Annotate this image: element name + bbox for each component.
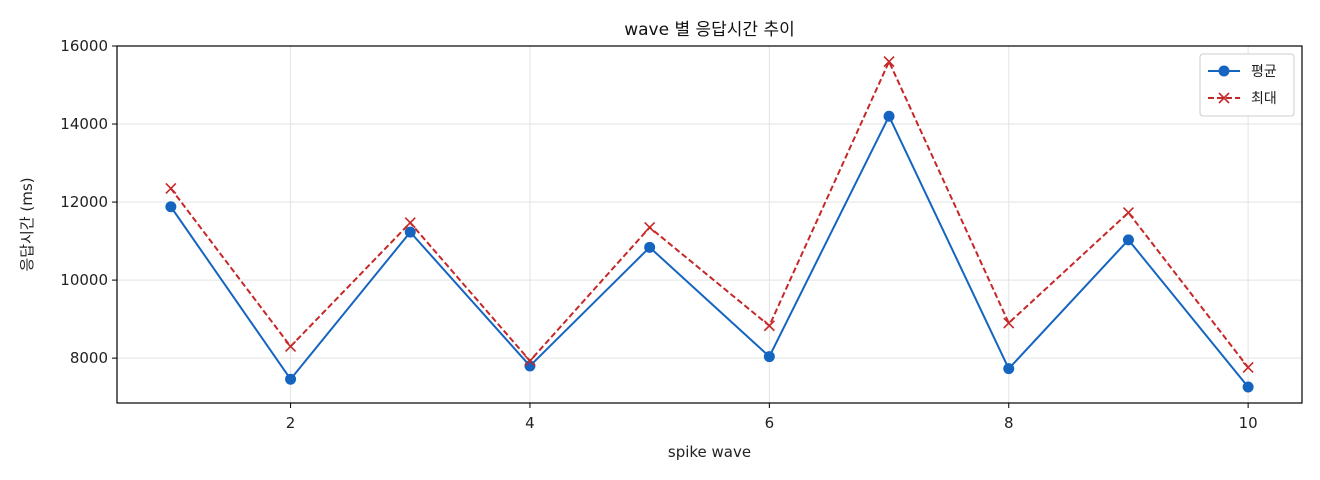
x-marker-stroke (763, 320, 775, 332)
x-tick-label: 4 (525, 414, 535, 432)
legend-marker (1218, 65, 1230, 77)
data-point (763, 351, 775, 363)
series-line (170, 60, 1249, 369)
y-axis: 8000 10000 12000 14000 16000 (60, 37, 117, 367)
data-point (1122, 234, 1134, 246)
chart-title: wave 별 응답시간 추이 (624, 20, 795, 40)
data-point (644, 221, 656, 233)
x-marker-stroke (1003, 317, 1015, 329)
x-marker-stroke (1218, 92, 1230, 104)
series-max (165, 56, 1254, 374)
x-marker-stroke (883, 56, 895, 68)
data-point (1122, 207, 1135, 219)
data-point (165, 201, 177, 213)
series-layer (165, 56, 1254, 393)
x-axis-label: spike wave (668, 443, 751, 461)
data-point (524, 360, 536, 372)
legend-label: 최대 (1251, 91, 1277, 107)
data-point (883, 110, 895, 122)
x-marker-stroke (524, 355, 536, 367)
x-tick-label: 2 (286, 414, 296, 432)
data-point (165, 182, 177, 194)
x-marker-stroke (404, 217, 416, 229)
x-marker-stroke (284, 340, 297, 352)
legend-item: 평균 (1208, 64, 1277, 80)
data-point (285, 373, 297, 385)
y-tick-label: 14000 (60, 115, 108, 133)
x-tick-label: 6 (765, 414, 775, 432)
y-tick-label: 12000 (60, 193, 108, 211)
x-marker-stroke (1242, 361, 1254, 374)
data-point (1242, 361, 1254, 374)
data-point (1242, 381, 1254, 393)
legend-label: 평균 (1251, 64, 1277, 80)
series-mean (165, 110, 1254, 393)
legend-marker (1218, 92, 1230, 104)
y-tick-label: 8000 (70, 349, 108, 367)
series-line (170, 115, 1249, 388)
x-tick-label: 10 (1239, 414, 1258, 432)
y-tick-label: 16000 (60, 37, 108, 55)
legend-item: 최대 (1208, 91, 1277, 107)
data-point (404, 226, 416, 238)
data-point (883, 56, 895, 68)
grid (117, 45, 1302, 403)
x-marker-stroke (1122, 207, 1135, 219)
legend-box (1199, 53, 1295, 117)
y-axis-label: 응답시간 (ms) (18, 177, 36, 271)
data-point (284, 340, 297, 352)
data-point (404, 217, 416, 229)
x-marker-stroke (644, 221, 656, 233)
x-tick-label: 8 (1004, 414, 1014, 432)
data-point (1003, 317, 1015, 329)
data-point (1003, 363, 1015, 375)
y-tick-label: 10000 (60, 271, 108, 289)
x-axis: 2 4 6 8 10 (286, 403, 1258, 432)
plot-frame (116, 45, 1303, 404)
data-point (524, 355, 536, 367)
data-point (763, 320, 775, 332)
data-point (644, 241, 656, 253)
x-marker-stroke (165, 182, 177, 194)
